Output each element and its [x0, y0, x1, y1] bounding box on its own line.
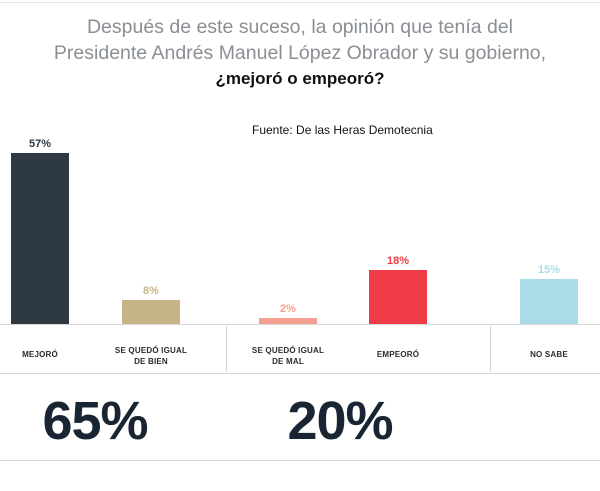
category-label-no-sabe: NO SABE [494, 349, 600, 360]
category-label-line: SE QUEDÓ IGUAL [251, 346, 325, 355]
bar-no-sabe [520, 279, 578, 324]
bar-empeoro [369, 270, 427, 324]
category-label-line: EMPEORÓ [376, 350, 420, 359]
total-mejoro: 65% [42, 391, 148, 451]
totals-top-rule [0, 373, 600, 374]
top-rule [0, 2, 600, 3]
category-label-line: DE BIEN [134, 357, 168, 366]
chart-title: Después de este suceso, la opinión que t… [0, 14, 600, 92]
group-separator-2 [490, 326, 491, 372]
total-empeoro: 20% [287, 391, 393, 451]
title-line-1: Después de este suceso, la opinión que t… [86, 16, 514, 38]
totals-bottom-rule [0, 460, 600, 461]
category-label-mejoro: MEJORÓ [0, 349, 95, 360]
source-note: Fuente: De las Heras Demotecnia [252, 123, 433, 137]
value-label-igual-mal: 2% [280, 303, 296, 315]
category-label-igual-bien: SE QUEDÓ IGUAL DE BIEN [96, 345, 206, 367]
title-question: ¿mejoró o empeoró? [215, 69, 385, 88]
value-label-igual-bien: 8% [143, 285, 159, 297]
bar-mejoro [11, 153, 69, 324]
title-line-2: Presidente Andrés Manuel López Obrador y… [53, 42, 547, 64]
bar-igual-bien [122, 300, 180, 324]
value-label-no-sabe: 15% [537, 264, 561, 276]
value-label-empeoro: 18% [386, 255, 410, 267]
category-label-line: NO SABE [530, 350, 568, 359]
bar-igual-mal [259, 318, 317, 324]
category-label-line: SE QUEDÓ IGUAL [114, 346, 188, 355]
x-axis-line [0, 324, 600, 325]
group-separator-1 [226, 326, 227, 372]
category-label-line: MEJORÓ [22, 350, 58, 359]
category-label-line: DE MAL [272, 357, 304, 366]
value-label-mejoro: 57% [28, 138, 52, 150]
category-label-igual-mal: SE QUEDÓ IGUAL DE MAL [233, 345, 343, 367]
category-label-empeoro: EMPEORÓ [343, 349, 453, 360]
